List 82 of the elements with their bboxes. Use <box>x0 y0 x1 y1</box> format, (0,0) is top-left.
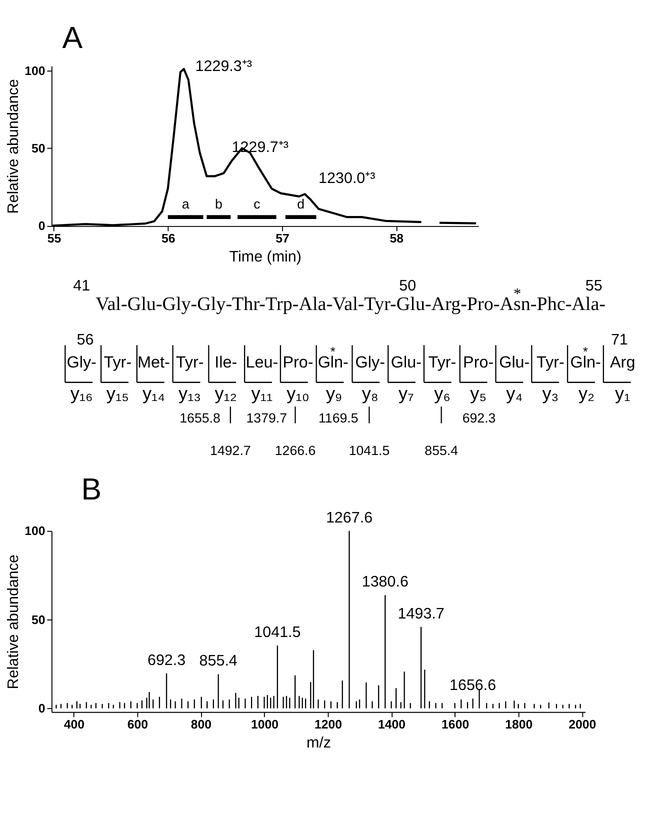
text: y₁₃ <box>178 383 202 404</box>
text: y₈ <box>362 383 378 404</box>
x-tick-label: 1600 <box>442 718 470 732</box>
chart-title: B <box>81 472 102 506</box>
text: 56 <box>76 331 94 348</box>
text: y₉ <box>326 383 342 404</box>
chart-title: A <box>62 21 84 56</box>
text: 1379.7 <box>246 410 288 426</box>
x-tick-label: 1400 <box>378 718 406 732</box>
text: 855.4 <box>424 443 459 458</box>
text: 41 <box>73 277 90 294</box>
series-label: a <box>182 196 190 212</box>
text: y₁₅ <box>106 383 129 404</box>
y-tick-label: 100 <box>24 64 46 78</box>
text: y₂ <box>578 383 595 404</box>
y-axis-title: Relative abundance <box>4 554 22 690</box>
text: Glu- <box>499 354 530 372</box>
x-tick-label: 600 <box>127 718 148 732</box>
text: Glu- <box>390 354 422 372</box>
text: Tyr- <box>104 354 132 372</box>
text: Arg <box>610 354 636 372</box>
text: 1169.5 <box>318 410 358 426</box>
annotation: 1493.7 <box>398 605 444 622</box>
x-axis-title: Time (min) <box>229 248 302 266</box>
text: Tyr- <box>428 354 456 372</box>
text: Ile- <box>214 354 238 372</box>
x-tick-label: 58 <box>390 232 404 246</box>
text: y₁₄ <box>142 383 165 404</box>
annotation: 1041.5 <box>254 624 301 641</box>
series-label: d <box>297 196 305 212</box>
text: y₁₆ <box>70 383 93 404</box>
y-tick-label: 50 <box>31 612 46 627</box>
text: 50 <box>399 277 416 294</box>
text: Gly- <box>66 354 96 372</box>
text: 71 <box>610 331 628 348</box>
text: y₄ <box>506 383 523 404</box>
annotation: 692.3 <box>147 652 186 669</box>
x-tick-label: 57 <box>276 232 290 246</box>
annotation: 1380.6 <box>362 574 408 591</box>
text: Gly- <box>355 354 385 372</box>
x-tick-label: 55 <box>47 232 62 246</box>
text: Tyr- <box>536 354 564 372</box>
x-tick-label: 800 <box>190 718 212 732</box>
x-axis-title: m/z <box>306 734 332 752</box>
x-tick-label: 2000 <box>568 718 596 732</box>
text: 1041.5 <box>348 443 390 458</box>
annotation: 1230.0⁺³ <box>318 170 376 187</box>
annotation: 1229.3⁺³ <box>195 58 252 76</box>
text: y₁₀ <box>286 383 310 404</box>
series-label: b <box>214 196 222 212</box>
text: Met- <box>138 354 170 372</box>
y-tick-label: 0 <box>38 219 46 234</box>
y-tick-label: 0 <box>38 702 46 716</box>
text: Leu- <box>246 354 278 372</box>
x-tick-label: 1800 <box>505 718 533 732</box>
text: y₁₁ <box>251 383 273 404</box>
text: Pro- <box>463 354 494 372</box>
x-tick-label: 1200 <box>314 718 342 732</box>
x-tick-label: 1000 <box>250 718 279 732</box>
y-tick-label: 100 <box>24 524 46 538</box>
text: 692.3 <box>462 410 496 426</box>
text: y₇ <box>398 383 414 404</box>
x-tick-label: 56 <box>161 232 176 246</box>
text: y₃ <box>542 383 559 404</box>
y-axis-title: Relative abundance <box>4 79 22 214</box>
text: 1266.6 <box>274 443 316 458</box>
text: y₁₂ <box>214 383 237 404</box>
text: Pro- <box>282 354 314 372</box>
annotation: 1656.6 <box>450 677 496 694</box>
text: 1655.8 <box>180 410 220 426</box>
series-label: c <box>254 196 261 212</box>
y-tick-label: 50 <box>31 142 46 156</box>
annotation: 1267.6 <box>326 509 373 526</box>
text: 1492.7 <box>210 443 251 458</box>
annotation: 855.4 <box>199 652 238 670</box>
text: 55 <box>585 277 602 294</box>
text: y₆ <box>434 383 450 404</box>
text: y₅ <box>470 383 487 404</box>
x-tick-label: 400 <box>64 718 85 732</box>
annotation: 1229.7⁺³ <box>232 138 288 156</box>
text: y₁ <box>615 383 630 404</box>
text: Tyr- <box>176 354 204 372</box>
